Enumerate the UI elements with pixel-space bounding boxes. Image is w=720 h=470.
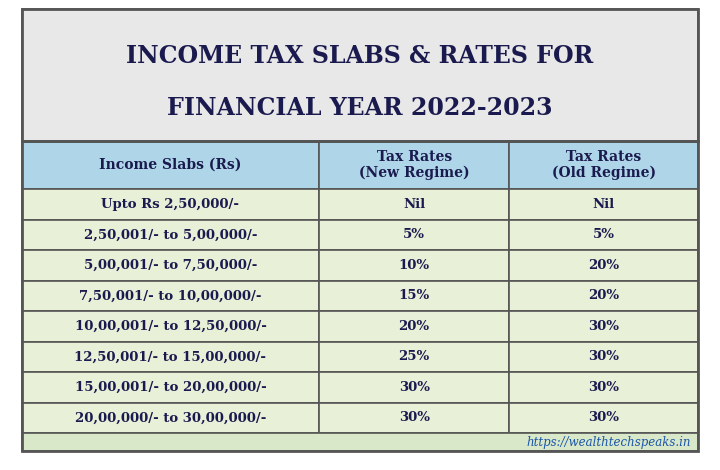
- Bar: [509, 219, 698, 250]
- Text: 5%: 5%: [593, 228, 615, 242]
- Bar: [509, 372, 698, 403]
- Text: 10%: 10%: [399, 259, 430, 272]
- Text: 25%: 25%: [398, 351, 430, 363]
- Bar: [320, 281, 509, 311]
- Bar: [22, 9, 698, 141]
- Bar: [22, 9, 698, 141]
- Bar: [509, 342, 698, 372]
- Text: 20%: 20%: [588, 259, 619, 272]
- Text: 15%: 15%: [398, 290, 430, 302]
- Bar: [22, 281, 320, 311]
- Bar: [509, 250, 698, 281]
- Text: 20%: 20%: [588, 290, 619, 302]
- Bar: [22, 189, 320, 219]
- Text: Nil: Nil: [593, 198, 615, 211]
- Text: 5,00,001/- to 7,50,000/-: 5,00,001/- to 7,50,000/-: [84, 259, 257, 272]
- Bar: [320, 311, 509, 342]
- Bar: [22, 403, 320, 433]
- Text: Tax Rates
(Old Regime): Tax Rates (Old Regime): [552, 150, 656, 180]
- Bar: [22, 372, 320, 403]
- Text: 2,50,001/- to 5,00,000/-: 2,50,001/- to 5,00,000/-: [84, 228, 257, 242]
- Text: 12,50,001/- to 15,00,000/-: 12,50,001/- to 15,00,000/-: [74, 351, 266, 363]
- Text: 30%: 30%: [588, 320, 619, 333]
- Bar: [22, 219, 320, 250]
- Text: Income Slabs (Rs): Income Slabs (Rs): [99, 158, 242, 172]
- Bar: [509, 141, 698, 189]
- Bar: [320, 372, 509, 403]
- Bar: [22, 342, 320, 372]
- Bar: [320, 250, 509, 281]
- Bar: [509, 281, 698, 311]
- Bar: [509, 189, 698, 219]
- Bar: [320, 403, 509, 433]
- Text: 7,50,001/- to 10,00,000/-: 7,50,001/- to 10,00,000/-: [79, 290, 262, 302]
- Bar: [509, 403, 698, 433]
- Text: INCOME TAX SLABS & RATES FOR: INCOME TAX SLABS & RATES FOR: [127, 44, 593, 69]
- Text: 10,00,001/- to 12,50,000/-: 10,00,001/- to 12,50,000/-: [75, 320, 266, 333]
- Bar: [22, 433, 698, 451]
- Bar: [22, 141, 320, 189]
- Text: 20,00,000/- to 30,00,000/-: 20,00,000/- to 30,00,000/-: [75, 411, 266, 424]
- Bar: [320, 342, 509, 372]
- Text: FINANCIAL YEAR 2022-2023: FINANCIAL YEAR 2022-2023: [167, 96, 553, 120]
- Text: 30%: 30%: [399, 411, 430, 424]
- Bar: [320, 219, 509, 250]
- Text: 30%: 30%: [588, 351, 619, 363]
- Text: Tax Rates
(New Regime): Tax Rates (New Regime): [359, 150, 469, 180]
- Text: Upto Rs 2,50,000/-: Upto Rs 2,50,000/-: [102, 198, 240, 211]
- Text: 5%: 5%: [403, 228, 425, 242]
- Text: 15,00,001/- to 20,00,000/-: 15,00,001/- to 20,00,000/-: [75, 381, 266, 394]
- Text: https://wealthtechspeaks.in: https://wealthtechspeaks.in: [527, 436, 691, 449]
- Text: 30%: 30%: [588, 381, 619, 394]
- Text: Nil: Nil: [403, 198, 426, 211]
- Text: 30%: 30%: [399, 381, 430, 394]
- Text: 30%: 30%: [588, 411, 619, 424]
- Bar: [320, 141, 509, 189]
- Bar: [320, 189, 509, 219]
- Bar: [22, 311, 320, 342]
- Text: 20%: 20%: [399, 320, 430, 333]
- Bar: [22, 141, 698, 451]
- Bar: [509, 311, 698, 342]
- Bar: [22, 250, 320, 281]
